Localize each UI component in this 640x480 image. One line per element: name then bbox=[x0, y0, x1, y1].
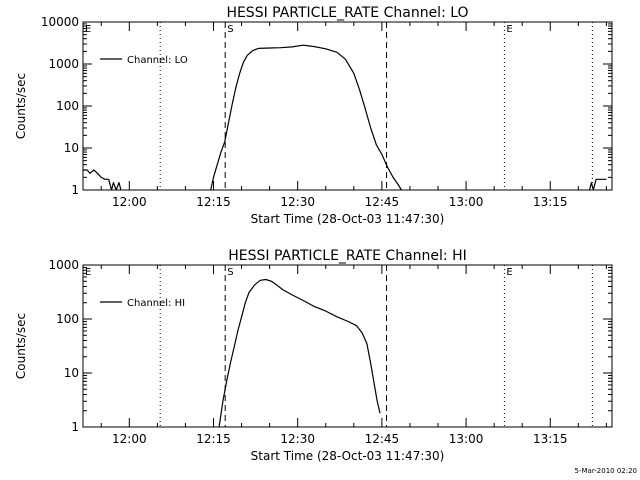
x-axis-label: Start Time (28-Oct-03 11:47:30) bbox=[251, 212, 445, 226]
chart-title: HESSI PARTICLE_RATE Channel: LO bbox=[226, 5, 468, 21]
marker-flag-label: E bbox=[85, 24, 91, 35]
marker-flag-label: S bbox=[227, 24, 233, 35]
marker-flag-label: S bbox=[227, 267, 233, 278]
x-tick-label: 12:45 bbox=[365, 195, 400, 209]
x-tick-label: 12:30 bbox=[280, 432, 315, 446]
y-tick-label: 100 bbox=[56, 312, 79, 326]
y-tick-label: 10000 bbox=[41, 15, 79, 29]
y-tick-label: 100 bbox=[56, 99, 79, 113]
x-tick-label: 12:45 bbox=[365, 432, 400, 446]
panel-lo: HESSI PARTICLE_RATE Channel: LO Counts/se… bbox=[14, 5, 613, 226]
legend-label: Channel: HI bbox=[127, 298, 185, 309]
chart-title: HESSI PARTICLE_RATE Channel: HI bbox=[228, 248, 466, 264]
x-tick-label: 13:15 bbox=[533, 195, 568, 209]
x-tick-label: 12:30 bbox=[280, 195, 315, 209]
y-tick-label: 10 bbox=[64, 141, 79, 155]
x-tick-label: 13:15 bbox=[533, 432, 568, 446]
series-line bbox=[588, 178, 607, 191]
marker-flag-label: E bbox=[506, 24, 512, 35]
series-line bbox=[210, 44, 403, 191]
legend-label: Channel: LO bbox=[127, 55, 188, 66]
x-tick-label: 12:15 bbox=[196, 195, 231, 209]
series-line bbox=[218, 278, 381, 428]
x-tick-label: 13:00 bbox=[449, 432, 484, 446]
plot-frame bbox=[82, 21, 613, 191]
marker-flag-label: E bbox=[506, 267, 512, 278]
y-tick-label: 1 bbox=[71, 420, 79, 434]
panel-hi: HESSI PARTICLE_RATE Channel: HI Counts/se… bbox=[14, 248, 613, 463]
y-tick-label: 1000 bbox=[48, 258, 79, 272]
x-tick-label: 12:00 bbox=[112, 195, 147, 209]
y-tick-label: 1 bbox=[71, 183, 79, 197]
y-axis-label: Counts/sec bbox=[14, 313, 28, 379]
x-tick-label: 12:00 bbox=[112, 432, 147, 446]
x-axis-label: Start Time (28-Oct-03 11:47:30) bbox=[251, 449, 445, 463]
y-tick-label: 10 bbox=[64, 366, 79, 380]
x-tick-label: 12:15 bbox=[196, 432, 231, 446]
marker-flag-label: E bbox=[85, 267, 91, 278]
y-tick-label: 1000 bbox=[48, 57, 79, 71]
series-line bbox=[83, 169, 122, 191]
y-axis-label: Counts/sec bbox=[14, 73, 28, 139]
x-tick-label: 13:00 bbox=[449, 195, 484, 209]
footer-timestamp: 5-Mar-2010 02:20 bbox=[575, 467, 637, 475]
plot-frame bbox=[82, 264, 613, 428]
